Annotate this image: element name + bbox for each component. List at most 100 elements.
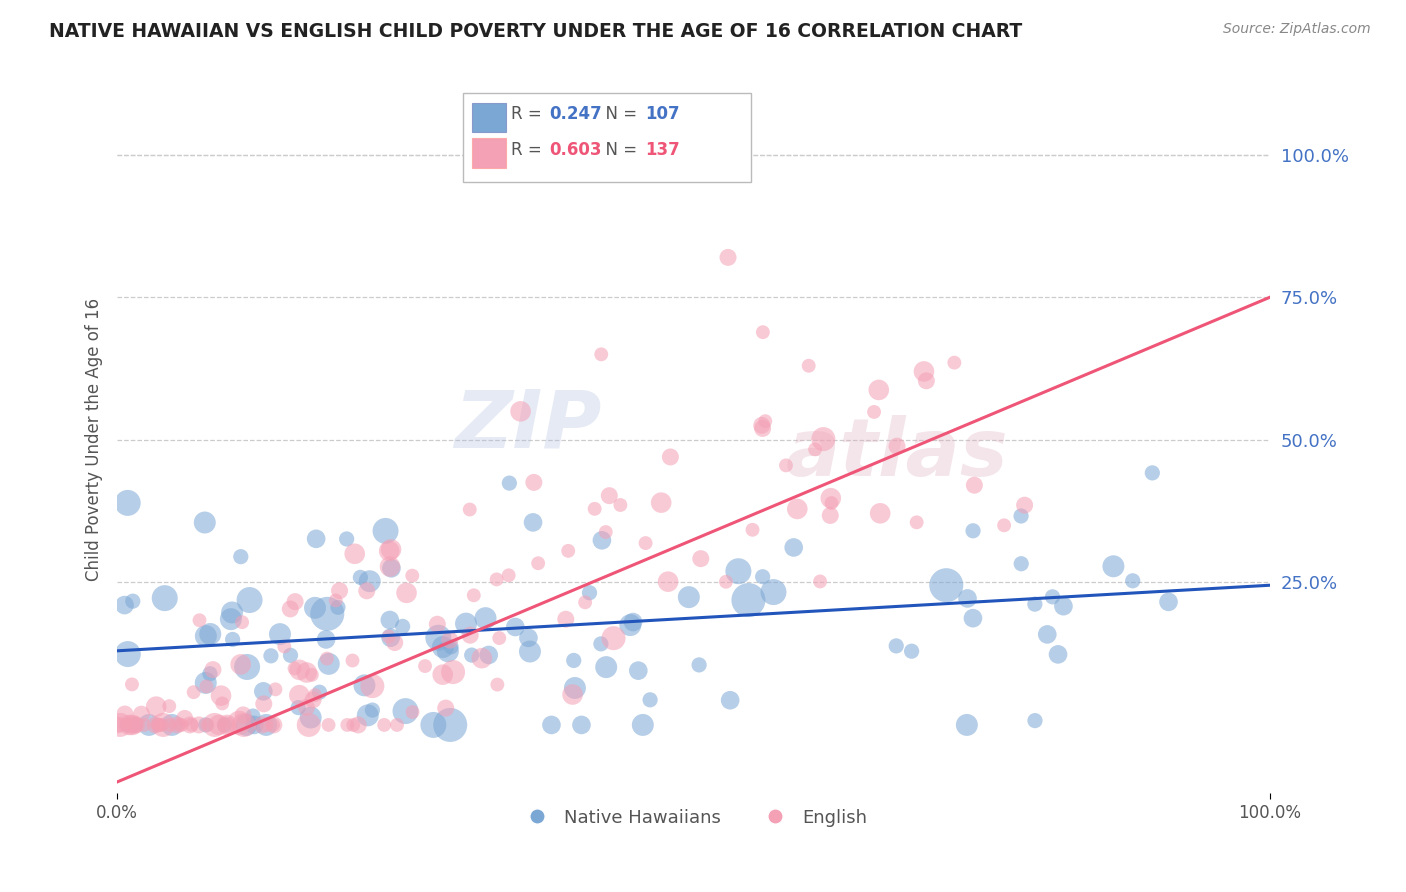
English xyxy=(488,631,510,645)
English xyxy=(132,718,155,732)
Native Hawaiians xyxy=(1024,597,1046,611)
Native Hawaiians xyxy=(474,611,496,625)
Native Hawaiians xyxy=(595,660,617,674)
Native Hawaiians xyxy=(571,718,593,732)
English xyxy=(378,544,401,558)
Native Hawaiians xyxy=(304,600,326,615)
Native Hawaiians xyxy=(962,524,984,538)
English xyxy=(752,325,775,339)
Native Hawaiians xyxy=(124,718,146,732)
English xyxy=(797,359,820,373)
Native Hawaiians xyxy=(478,648,501,662)
English xyxy=(912,364,935,378)
Native Hawaiians xyxy=(117,496,139,510)
English xyxy=(152,718,174,732)
English xyxy=(232,718,254,732)
Native Hawaiians xyxy=(737,593,759,607)
English xyxy=(318,718,340,732)
English xyxy=(595,524,617,539)
Native Hawaiians xyxy=(219,612,242,626)
English xyxy=(148,718,170,732)
Native Hawaiians xyxy=(308,685,330,699)
Native Hawaiians xyxy=(269,627,291,641)
Native Hawaiians xyxy=(627,664,650,678)
Native Hawaiians xyxy=(374,524,396,538)
English xyxy=(458,502,481,516)
Native Hawaiians xyxy=(394,704,416,718)
Native Hawaiians xyxy=(1024,714,1046,728)
Text: atlas: atlas xyxy=(786,415,1008,493)
Native Hawaiians xyxy=(427,631,450,645)
English xyxy=(146,718,169,732)
Native Hawaiians xyxy=(361,703,384,717)
English xyxy=(441,665,464,679)
Native Hawaiians xyxy=(1052,599,1074,614)
English xyxy=(121,677,143,691)
English xyxy=(1014,498,1036,512)
Native Hawaiians xyxy=(160,718,183,732)
English xyxy=(527,556,550,570)
English xyxy=(150,718,173,732)
Native Hawaiians xyxy=(236,660,259,674)
English xyxy=(157,699,180,714)
English xyxy=(118,718,141,732)
English xyxy=(915,374,938,388)
English xyxy=(373,718,395,732)
English xyxy=(283,661,305,675)
English xyxy=(201,663,224,677)
Native Hawaiians xyxy=(956,591,979,606)
Native Hawaiians xyxy=(138,718,160,732)
Native Hawaiians xyxy=(380,561,402,575)
English xyxy=(108,718,131,732)
Text: R =: R = xyxy=(512,105,547,123)
Native Hawaiians xyxy=(349,570,371,584)
English xyxy=(107,718,129,732)
Native Hawaiians xyxy=(505,620,527,634)
English xyxy=(343,547,366,561)
English xyxy=(820,491,842,506)
Native Hawaiians xyxy=(357,708,380,723)
Text: N =: N = xyxy=(596,105,643,123)
Native Hawaiians xyxy=(305,532,328,546)
Native Hawaiians xyxy=(935,578,957,592)
English xyxy=(401,568,423,582)
English xyxy=(298,718,321,732)
English xyxy=(820,508,842,523)
Native Hawaiians xyxy=(1142,466,1164,480)
English xyxy=(361,679,384,693)
English xyxy=(159,718,181,732)
Native Hawaiians xyxy=(359,574,381,589)
English xyxy=(273,640,295,654)
English xyxy=(347,718,370,732)
Native Hawaiians xyxy=(962,611,984,625)
English xyxy=(804,442,827,457)
Native Hawaiians xyxy=(437,644,460,658)
Text: R =: R = xyxy=(512,141,547,159)
English xyxy=(124,718,146,732)
English xyxy=(426,617,449,632)
Native Hawaiians xyxy=(1010,508,1032,523)
Native Hawaiians xyxy=(1010,557,1032,571)
Native Hawaiians xyxy=(316,607,339,621)
English xyxy=(650,495,672,509)
Native Hawaiians xyxy=(578,586,600,600)
Native Hawaiians xyxy=(318,657,340,671)
English xyxy=(167,718,190,732)
English xyxy=(288,688,311,702)
English xyxy=(229,657,252,672)
English xyxy=(609,498,631,512)
Native Hawaiians xyxy=(194,629,217,643)
Native Hawaiians xyxy=(243,718,266,732)
English xyxy=(486,677,509,691)
Native Hawaiians xyxy=(242,709,264,723)
English xyxy=(336,718,359,732)
English xyxy=(557,544,579,558)
Native Hawaiians xyxy=(619,618,641,632)
Native Hawaiians xyxy=(440,640,463,654)
English xyxy=(217,718,239,732)
English xyxy=(316,651,339,665)
Native Hawaiians xyxy=(519,644,541,658)
Text: 137: 137 xyxy=(645,141,679,159)
Native Hawaiians xyxy=(718,693,741,707)
English xyxy=(561,688,583,702)
